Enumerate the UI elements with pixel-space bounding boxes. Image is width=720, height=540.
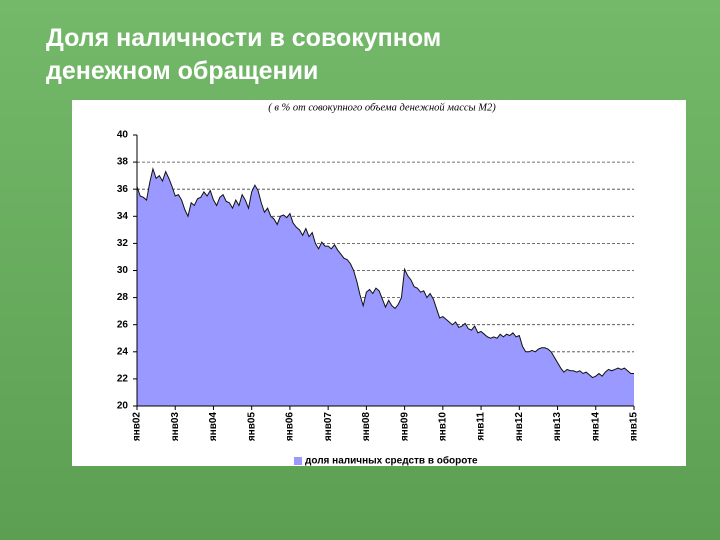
area-fill	[137, 168, 634, 406]
x-tick-label: янв10	[437, 412, 448, 442]
x-tick-label: янв09	[399, 412, 410, 442]
y-tick-label: 26	[117, 319, 129, 330]
slide-title: Доля наличности в совокупном денежном об…	[46, 24, 442, 85]
y-tick-label: 30	[117, 265, 129, 276]
chart: ( в % от совокупного объема денежной мас…	[72, 100, 686, 466]
x-tick-label: янв07	[323, 412, 334, 442]
y-tick-label: 20	[117, 401, 129, 412]
y-tick-label: 38	[117, 157, 129, 168]
x-tick-label: янв04	[208, 412, 219, 442]
x-tick-label: янв15	[629, 412, 640, 442]
y-tick-label: 22	[117, 374, 129, 385]
x-tick-label: янв14	[590, 412, 601, 442]
y-tick-label: 34	[117, 211, 129, 222]
x-tick-label: янв11	[476, 412, 487, 441]
legend-swatch	[294, 457, 302, 465]
x-tick-label: янв12	[514, 412, 525, 442]
area-line	[136, 167, 634, 379]
x-tick-label: янв03	[170, 412, 181, 442]
legend-label: доля наличных средств в обороте	[305, 455, 478, 466]
y-tick-label: 28	[117, 292, 129, 303]
x-tick-label: янв08	[361, 412, 372, 442]
x-tick-label: янв06	[285, 412, 296, 442]
y-tick-label: 36	[117, 184, 129, 195]
x-tick-label: янв02	[132, 412, 143, 442]
x-tick-label: янв05	[246, 412, 257, 442]
chart-subtitle: ( в % от совокупного объема денежной мас…	[268, 102, 496, 113]
y-tick-label: 24	[117, 346, 129, 357]
x-tick-label: янв13	[552, 412, 563, 442]
y-tick-label: 32	[117, 238, 129, 249]
y-tick-label: 40	[117, 130, 129, 141]
